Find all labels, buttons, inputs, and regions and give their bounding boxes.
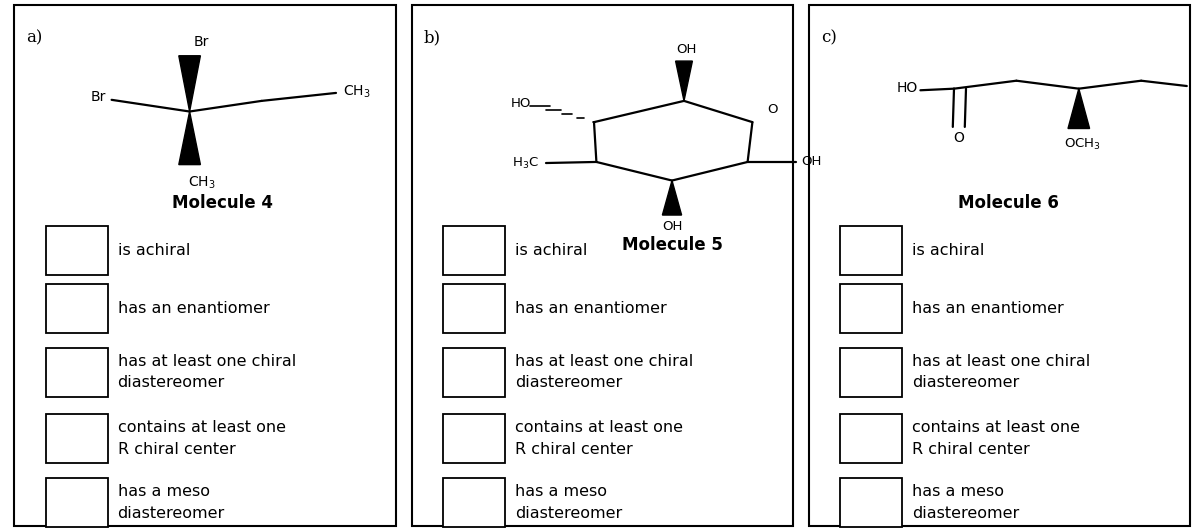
Text: has at least one chiral: has at least one chiral	[912, 354, 1091, 369]
Bar	[443, 414, 505, 463]
Bar	[443, 284, 505, 333]
Bar	[840, 348, 902, 397]
Text: Br: Br	[194, 35, 209, 49]
Text: a): a)	[26, 29, 43, 46]
Text: R chiral center: R chiral center	[912, 442, 1030, 457]
Text: O: O	[767, 103, 778, 116]
Text: diastereomer: diastereomer	[912, 506, 1019, 520]
Bar	[46, 348, 108, 397]
Bar	[46, 478, 108, 527]
Text: CH$_3$: CH$_3$	[187, 174, 216, 191]
Text: Molecule 5: Molecule 5	[622, 236, 722, 254]
Text: diastereomer: diastereomer	[515, 506, 622, 520]
Text: Molecule 6: Molecule 6	[958, 194, 1058, 212]
Text: diastereomer: diastereomer	[118, 375, 224, 390]
Bar	[443, 348, 505, 397]
Text: has a meso: has a meso	[515, 484, 607, 499]
Text: R chiral center: R chiral center	[515, 442, 632, 457]
Bar	[443, 226, 505, 275]
Bar	[840, 478, 902, 527]
Text: Br: Br	[90, 90, 106, 104]
Text: OCH$_3$: OCH$_3$	[1064, 136, 1100, 151]
Polygon shape	[676, 61, 692, 101]
Text: c): c)	[821, 29, 836, 46]
Bar	[14, 5, 396, 526]
Text: is achiral: is achiral	[912, 243, 984, 258]
Text: b): b)	[424, 29, 440, 46]
Text: R chiral center: R chiral center	[118, 442, 235, 457]
Bar	[840, 284, 902, 333]
Polygon shape	[179, 56, 200, 112]
Text: has an enantiomer: has an enantiomer	[912, 301, 1063, 316]
Polygon shape	[179, 112, 200, 165]
Bar	[809, 5, 1190, 526]
Text: diastereomer: diastereomer	[515, 375, 622, 390]
Text: diastereomer: diastereomer	[912, 375, 1019, 390]
Polygon shape	[1068, 89, 1090, 129]
Text: has a meso: has a meso	[912, 484, 1004, 499]
Text: OH: OH	[802, 156, 822, 168]
Text: is achiral: is achiral	[515, 243, 587, 258]
Text: CH$_3$: CH$_3$	[343, 83, 371, 99]
Text: diastereomer: diastereomer	[118, 506, 224, 520]
Bar	[412, 5, 793, 526]
Bar	[46, 226, 108, 275]
Text: O: O	[953, 131, 965, 145]
Text: has an enantiomer: has an enantiomer	[118, 301, 269, 316]
Text: has a meso: has a meso	[118, 484, 210, 499]
Bar	[46, 414, 108, 463]
Bar	[840, 226, 902, 275]
Text: has at least one chiral: has at least one chiral	[118, 354, 296, 369]
Bar	[840, 414, 902, 463]
Text: HO: HO	[511, 97, 532, 110]
Text: HO: HO	[896, 81, 918, 95]
Text: contains at least one: contains at least one	[118, 421, 286, 435]
Bar	[46, 284, 108, 333]
Text: Molecule 4: Molecule 4	[172, 194, 272, 212]
Text: contains at least one: contains at least one	[515, 421, 683, 435]
Text: OH: OH	[662, 220, 682, 233]
Text: OH: OH	[677, 43, 696, 56]
Text: has an enantiomer: has an enantiomer	[515, 301, 666, 316]
Text: H$_3$C: H$_3$C	[512, 156, 539, 171]
Bar	[443, 478, 505, 527]
Text: is achiral: is achiral	[118, 243, 190, 258]
Text: contains at least one: contains at least one	[912, 421, 1080, 435]
Text: has at least one chiral: has at least one chiral	[515, 354, 694, 369]
Polygon shape	[662, 181, 682, 215]
